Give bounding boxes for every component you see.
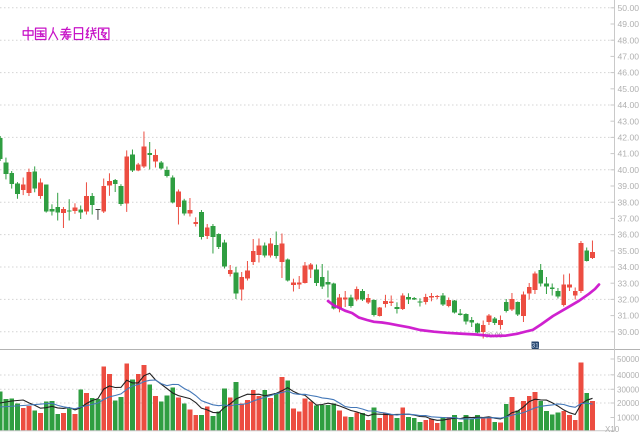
svg-text:43.00: 43.00 <box>618 116 640 126</box>
svg-text:34.00: 34.00 <box>618 262 640 272</box>
svg-text:44.00: 44.00 <box>618 100 640 110</box>
svg-text:37.00: 37.00 <box>618 214 640 224</box>
svg-text:31: 31 <box>531 342 539 349</box>
svg-text:33.00: 33.00 <box>618 278 640 288</box>
svg-text:40000: 40000 <box>617 371 640 380</box>
svg-text:46.00: 46.00 <box>618 68 640 78</box>
svg-text:45.00: 45.00 <box>618 84 640 94</box>
svg-text:42.00: 42.00 <box>618 133 640 143</box>
svg-text:30000: 30000 <box>617 385 640 394</box>
svg-text:39.00: 39.00 <box>618 181 640 191</box>
svg-text:35.00: 35.00 <box>618 246 640 256</box>
svg-text:49.00: 49.00 <box>618 19 640 29</box>
svg-text:31.00: 31.00 <box>618 311 640 321</box>
svg-text:36.00: 36.00 <box>618 230 640 240</box>
svg-text:32.00: 32.00 <box>618 295 640 305</box>
svg-text:41.00: 41.00 <box>618 149 640 159</box>
svg-text:38.00: 38.00 <box>618 197 640 207</box>
svg-text:20000: 20000 <box>617 399 640 408</box>
svg-text:50.00: 50.00 <box>618 3 640 13</box>
svg-text:10000: 10000 <box>617 414 640 423</box>
svg-text:48.00: 48.00 <box>618 35 640 45</box>
svg-text:50000: 50000 <box>617 355 640 364</box>
svg-text:30.00: 30.00 <box>618 327 640 337</box>
svg-text:40.00: 40.00 <box>618 165 640 175</box>
svg-text:X10: X10 <box>605 425 620 433</box>
svg-text:47.00: 47.00 <box>618 52 640 62</box>
